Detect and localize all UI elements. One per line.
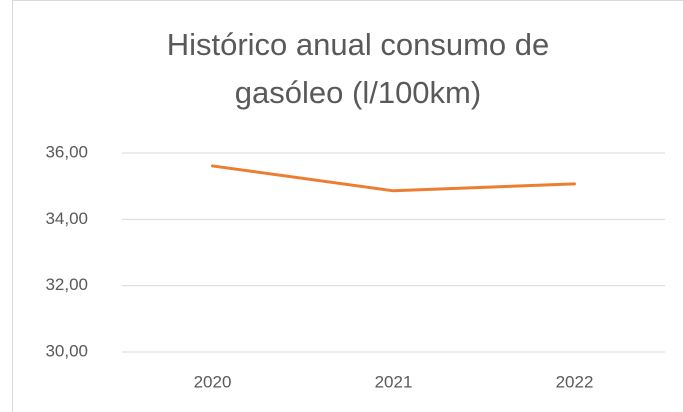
x-tick-label: 2021: [375, 372, 413, 391]
chart-border: [12, 0, 683, 412]
y-tick-label: 34,00: [45, 209, 88, 228]
y-tick-label: 36,00: [45, 142, 88, 161]
chart-title: Histórico anual consumo de: [167, 27, 550, 62]
chart-title: gasóleo (l/100km): [235, 75, 481, 110]
y-tick-label: 32,00: [45, 275, 88, 294]
line-series: [211, 164, 576, 193]
x-tick-label: 2020: [194, 372, 232, 391]
y-tick-label: 30,00: [45, 341, 88, 360]
x-tick-label: 2022: [556, 372, 594, 391]
